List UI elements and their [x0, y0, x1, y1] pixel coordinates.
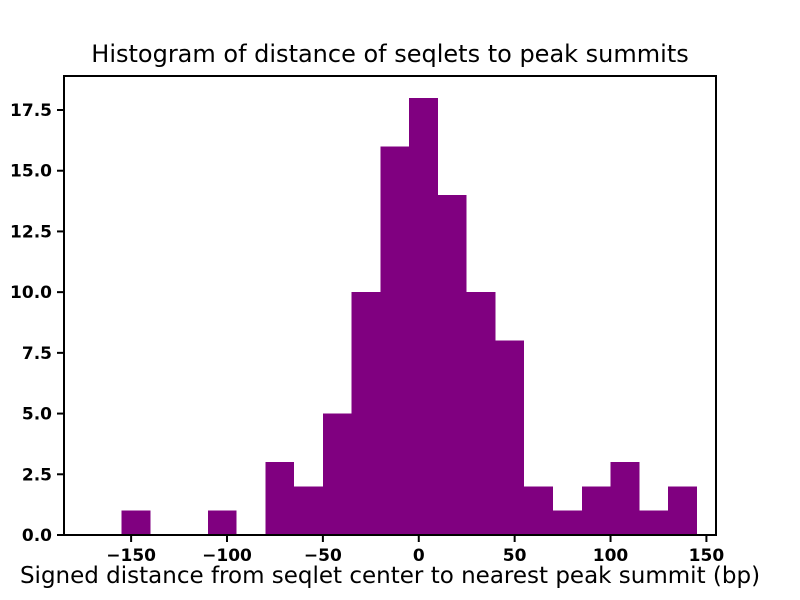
x-tick-label: 100 — [593, 546, 629, 566]
chart-title: Histogram of distance of seqlets to peak… — [91, 40, 689, 68]
histogram-bar — [380, 146, 410, 535]
histogram-bar — [437, 195, 467, 535]
plot-spines — [63, 75, 717, 536]
histogram-bar — [524, 486, 553, 535]
histogram-bar — [495, 340, 525, 535]
histogram-bar — [207, 510, 237, 535]
histogram-bar — [351, 292, 381, 535]
y-tick-label: 5.0 — [22, 405, 52, 425]
histogram-bar — [265, 462, 295, 535]
histogram-bar — [322, 413, 352, 535]
x-tick-label: 0 — [413, 546, 425, 566]
histogram-bar — [121, 510, 151, 535]
y-tick-label: 15.0 — [10, 162, 52, 182]
x-tick-label: 150 — [689, 546, 725, 566]
x-tick-label: −50 — [304, 546, 342, 566]
histogram-bar — [581, 486, 611, 535]
histogram-bar — [553, 510, 582, 535]
histogram-bar — [409, 97, 438, 536]
y-tick-label: 7.5 — [22, 344, 52, 364]
histogram-bar — [466, 292, 496, 535]
x-tick-label: 50 — [503, 546, 527, 566]
x-axis-label: Signed distance from seqlet center to ne… — [19, 563, 761, 589]
histogram-bar — [294, 486, 323, 535]
y-tick-label: 12.5 — [10, 222, 52, 242]
y-tick-label: 17.5 — [10, 101, 52, 121]
y-tick-label: 10.0 — [10, 283, 52, 303]
histogram-bars — [121, 97, 697, 536]
x-tick-label: −100 — [202, 546, 252, 566]
histogram-bar — [668, 486, 697, 535]
x-tick-label: −150 — [106, 546, 156, 566]
histogram-bar — [639, 510, 669, 535]
histogram-bar — [610, 462, 640, 535]
y-tick-label: 2.5 — [22, 465, 52, 485]
y-tick-label: 0.0 — [22, 526, 52, 546]
